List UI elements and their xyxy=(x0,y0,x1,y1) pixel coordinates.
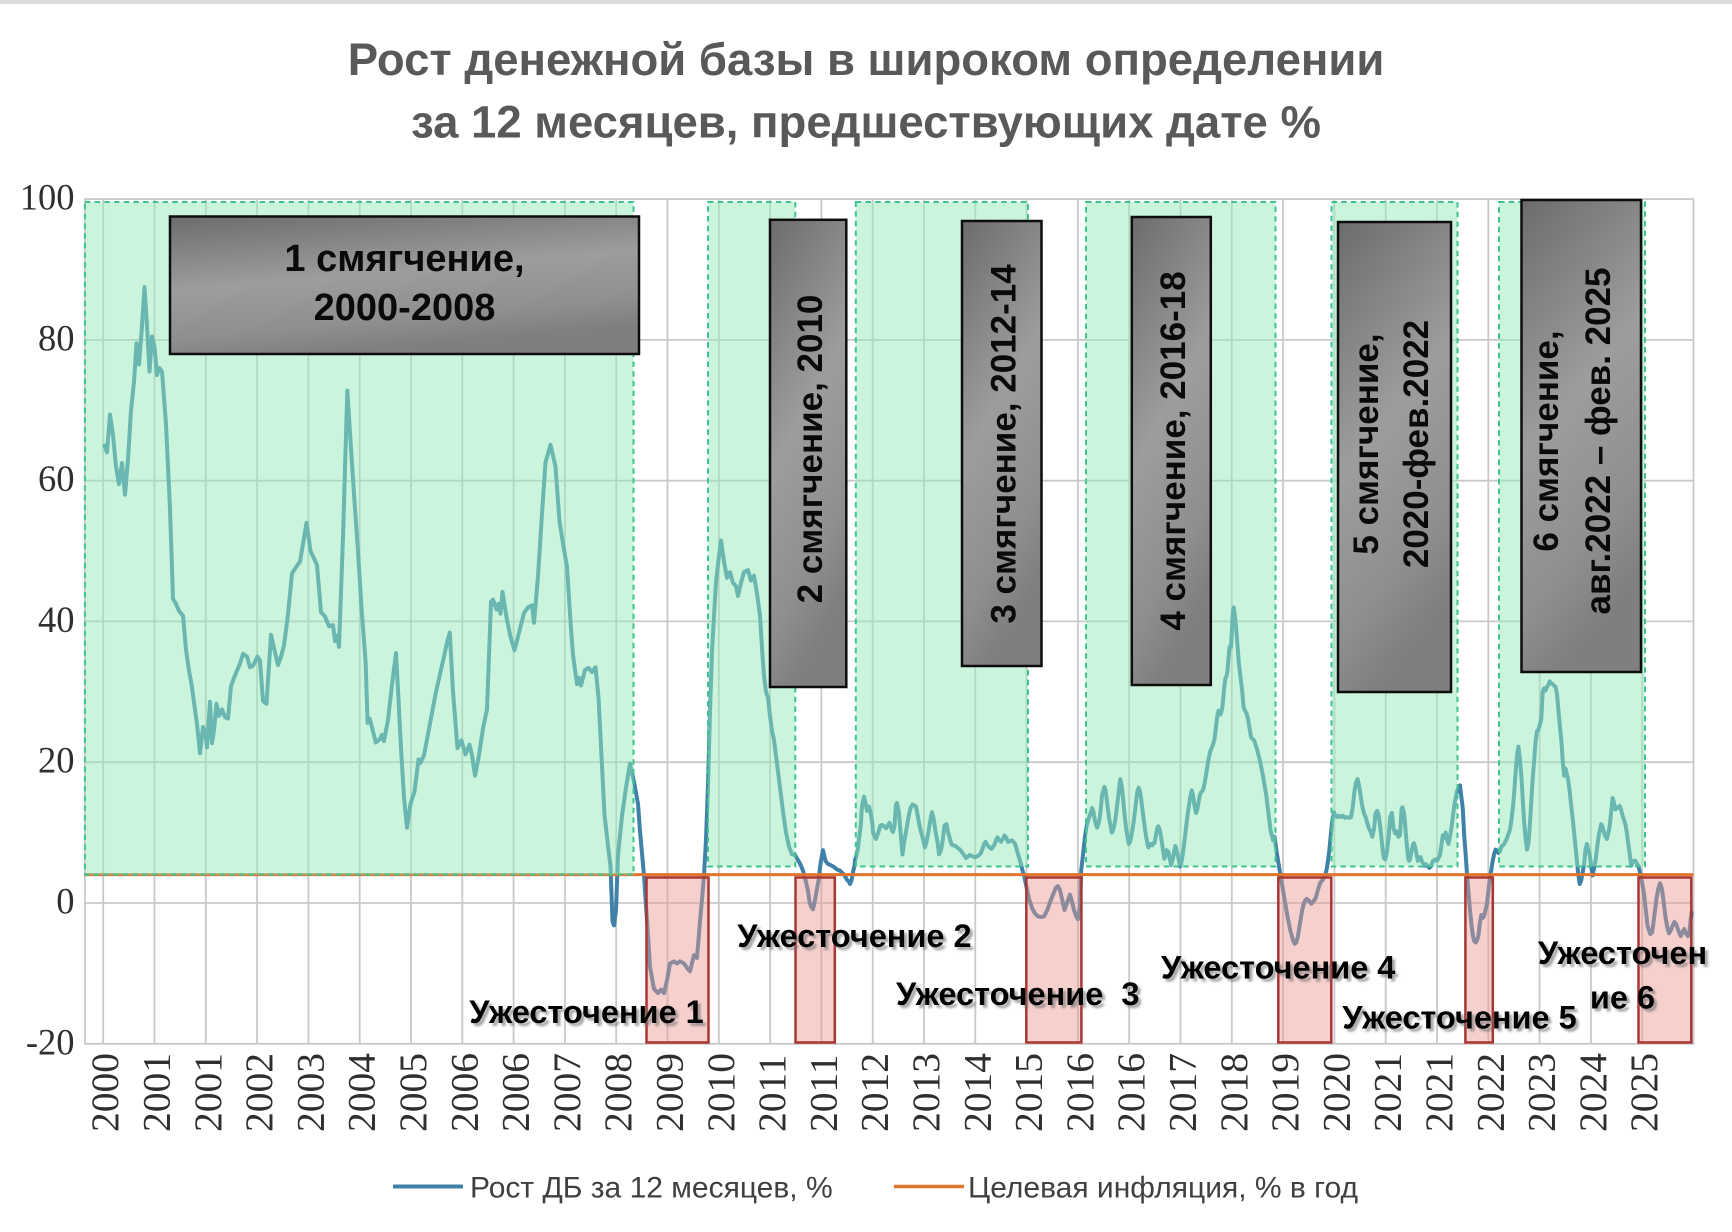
svg-text:2018: 2018 xyxy=(1212,1053,1256,1132)
svg-text:2007: 2007 xyxy=(545,1053,589,1132)
svg-text:2016: 2016 xyxy=(1058,1053,1102,1132)
svg-text:Ужесточение 4: Ужесточение 4 xyxy=(1164,952,1398,988)
svg-text:Ужесточение 3: Ужесточение 3 xyxy=(896,976,1139,1012)
svg-text:5 смягчение,: 5 смягчение, xyxy=(1347,333,1386,554)
svg-text:2011: 2011 xyxy=(750,1054,794,1132)
svg-text:2006: 2006 xyxy=(494,1053,538,1132)
svg-text:-20: -20 xyxy=(26,1021,75,1062)
svg-text:100: 100 xyxy=(20,177,75,218)
svg-text:0: 0 xyxy=(56,881,74,922)
svg-text:2003: 2003 xyxy=(288,1053,332,1132)
svg-text:Ужесточен: Ужесточен xyxy=(1541,938,1710,974)
svg-text:2006: 2006 xyxy=(442,1053,486,1132)
svg-text:авг.2022 – фев. 2025: авг.2022 – фев. 2025 xyxy=(1579,267,1618,614)
svg-text:2002: 2002 xyxy=(237,1053,281,1132)
svg-text:2024: 2024 xyxy=(1571,1053,1615,1132)
svg-text:2005: 2005 xyxy=(391,1053,435,1132)
svg-text:60: 60 xyxy=(38,458,75,499)
svg-text:2012: 2012 xyxy=(853,1053,897,1132)
svg-text:Ужесточение 4: Ужесточение 4 xyxy=(1161,949,1395,985)
svg-text:20: 20 xyxy=(38,740,75,781)
svg-text:2004: 2004 xyxy=(340,1053,384,1132)
svg-text:6 смягчение,: 6 смягчение, xyxy=(1527,330,1566,551)
svg-text:2015: 2015 xyxy=(1007,1053,1051,1132)
svg-text:Ужесточение 5: Ужесточение 5 xyxy=(1342,999,1576,1035)
svg-text:40: 40 xyxy=(38,599,75,640)
svg-text:Ужесточение 5: Ужесточение 5 xyxy=(1345,1002,1579,1038)
svg-text:2010: 2010 xyxy=(699,1053,743,1132)
svg-text:2016: 2016 xyxy=(1109,1053,1153,1132)
svg-text:4 смягчение, 2016-18: 4 смягчение, 2016-18 xyxy=(1154,271,1193,630)
svg-text:2023: 2023 xyxy=(1520,1053,1564,1132)
svg-text:2001: 2001 xyxy=(186,1053,230,1132)
svg-text:2 смягчение, 2010: 2 смягчение, 2010 xyxy=(791,295,830,604)
svg-text:2001: 2001 xyxy=(135,1053,179,1132)
svg-text:1 смягчение,: 1 смягчение, xyxy=(284,238,524,280)
svg-text:2013: 2013 xyxy=(904,1053,948,1132)
svg-text:2025: 2025 xyxy=(1622,1053,1666,1132)
svg-text:80: 80 xyxy=(38,317,75,358)
svg-text:Ужесточение 2: Ужесточение 2 xyxy=(740,921,974,957)
svg-text:3 смягчение, 2012-14: 3 смягчение, 2012-14 xyxy=(985,264,1024,624)
svg-text:Ужесточен: Ужесточен xyxy=(1538,935,1707,971)
svg-text:2011: 2011 xyxy=(801,1054,845,1132)
svg-text:Рост ДБ за 12 месяцев, %: Рост ДБ за 12 месяцев, % xyxy=(470,1172,833,1205)
svg-text:2000-2008: 2000-2008 xyxy=(314,287,496,329)
svg-text:2019: 2019 xyxy=(1263,1053,1307,1132)
svg-text:2017: 2017 xyxy=(1161,1053,1205,1132)
svg-text:Ужесточение 1: Ужесточение 1 xyxy=(472,997,706,1033)
svg-text:2021: 2021 xyxy=(1417,1053,1461,1132)
svg-text:за 12 месяцев, предшествующих: за 12 месяцев, предшествующих дате % xyxy=(411,97,1321,148)
svg-text:Ужесточение 1: Ужесточение 1 xyxy=(469,994,703,1030)
svg-text:Ужесточение 3: Ужесточение 3 xyxy=(899,979,1142,1015)
svg-text:ие 6: ие 6 xyxy=(1593,982,1658,1018)
svg-text:2008: 2008 xyxy=(596,1053,640,1132)
svg-text:2022: 2022 xyxy=(1468,1053,1512,1132)
svg-text:ие 6: ие 6 xyxy=(1590,979,1655,1015)
svg-text:Ужесточение 2: Ужесточение 2 xyxy=(737,918,971,954)
svg-text:2014: 2014 xyxy=(955,1053,999,1132)
svg-text:2020-фев.2022: 2020-фев.2022 xyxy=(1397,320,1436,568)
svg-text:Рост денежной базы в широком о: Рост денежной базы в широком определении xyxy=(348,34,1385,85)
svg-text:2021: 2021 xyxy=(1366,1053,1410,1132)
svg-text:2009: 2009 xyxy=(648,1053,692,1132)
svg-text:2000: 2000 xyxy=(83,1053,127,1132)
svg-text:Целевая инфляция, % в год: Целевая инфляция, % в год xyxy=(968,1172,1358,1205)
svg-text:2020: 2020 xyxy=(1314,1053,1358,1132)
